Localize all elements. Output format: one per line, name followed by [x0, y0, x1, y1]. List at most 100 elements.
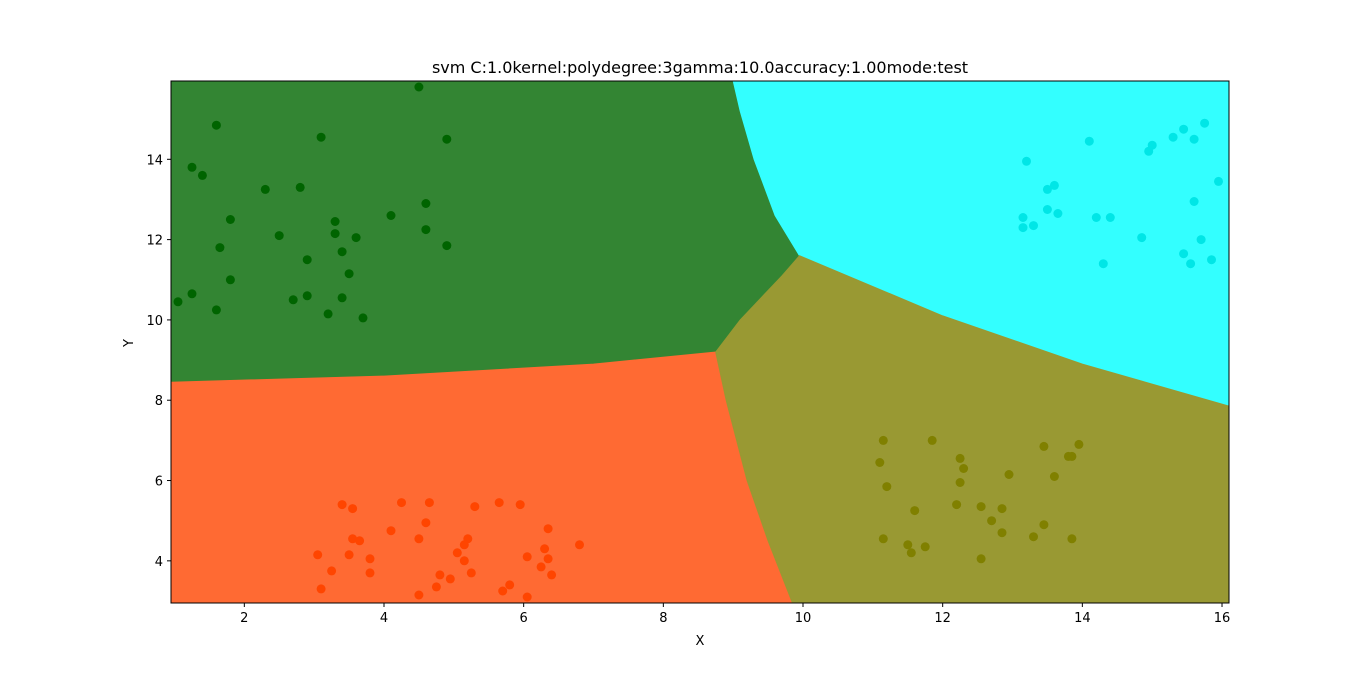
- data-point: [952, 500, 962, 510]
- y-tick-label: 4: [155, 555, 163, 570]
- data-point: [1091, 213, 1101, 222]
- data-point: [215, 243, 225, 253]
- data-point: [288, 295, 298, 305]
- data-point: [543, 554, 553, 564]
- data-point: [987, 516, 997, 526]
- data-point: [920, 542, 930, 552]
- data-point: [976, 502, 986, 512]
- data-point: [414, 534, 424, 544]
- data-point: [316, 584, 326, 594]
- data-point: [1189, 134, 1199, 144]
- plot-area: [170, 80, 1230, 604]
- data-point: [330, 229, 340, 239]
- data-point: [323, 309, 333, 319]
- data-point: [316, 132, 326, 142]
- data-point: [211, 120, 221, 130]
- data-point: [1189, 197, 1199, 206]
- data-point: [1179, 124, 1189, 134]
- x-tick-label: 12: [934, 611, 951, 626]
- data-point: [197, 170, 207, 180]
- series-2: [875, 435, 1084, 564]
- data-point: [875, 458, 885, 467]
- data-point: [386, 211, 396, 220]
- data-point: [274, 231, 284, 241]
- x-tick-label: 14: [1074, 611, 1091, 626]
- data-point: [452, 548, 462, 558]
- data-point: [295, 182, 305, 192]
- x-tick-label: 16: [1214, 611, 1231, 626]
- data-point: [1186, 259, 1196, 269]
- data-point: [498, 586, 508, 596]
- data-point: [330, 217, 340, 226]
- data-point: [1049, 180, 1059, 190]
- data-point: [515, 500, 525, 510]
- data-point: [1084, 136, 1094, 146]
- data-point: [976, 554, 986, 564]
- decision-regions: [171, 81, 1229, 603]
- data-point: [1137, 233, 1147, 243]
- y-axis-label: Y: [122, 339, 137, 348]
- data-point: [351, 233, 361, 243]
- data-point: [540, 544, 550, 554]
- x-tick-label: 2: [240, 611, 248, 626]
- data-point: [1098, 259, 1108, 269]
- data-point: [365, 554, 375, 564]
- data-point: [1029, 532, 1038, 542]
- data-point: [421, 199, 431, 208]
- y-axis: 4 6 8 10 12 14: [146, 153, 171, 570]
- data-point: [337, 247, 347, 257]
- data-point: [1039, 520, 1049, 530]
- x-axis-label: X: [696, 634, 705, 649]
- data-point: [358, 313, 368, 323]
- data-point: [459, 540, 469, 550]
- x-axis: 2 4 6 8 10 12 14 16: [240, 603, 1230, 626]
- chart-title: svm C:1.0kernel:polydegree:3gamma:10.0ac…: [432, 58, 968, 77]
- x-tick-label: 8: [659, 611, 667, 626]
- data-point: [494, 498, 504, 508]
- data-point: [348, 534, 358, 544]
- data-point: [348, 504, 358, 514]
- data-point: [365, 568, 375, 578]
- data-point: [424, 498, 434, 508]
- data-point: [466, 568, 476, 578]
- x-tick-label: 6: [520, 611, 528, 626]
- data-point: [522, 592, 532, 602]
- data-point: [442, 134, 452, 144]
- data-point: [421, 225, 431, 235]
- data-point: [470, 502, 480, 512]
- data-point: [414, 82, 424, 92]
- data-point: [1029, 221, 1038, 231]
- data-point: [431, 582, 441, 592]
- data-point: [927, 435, 937, 445]
- data-point: [536, 562, 546, 572]
- data-point: [302, 255, 312, 265]
- data-point: [1018, 213, 1028, 222]
- data-point: [997, 504, 1007, 514]
- orange-region: [171, 351, 794, 603]
- data-point: [1214, 176, 1223, 186]
- data-point: [337, 500, 347, 510]
- data-point: [997, 528, 1007, 538]
- data-point: [1049, 472, 1059, 481]
- data-point: [575, 540, 584, 550]
- data-point: [906, 548, 916, 558]
- data-point: [187, 162, 197, 172]
- data-point: [547, 570, 557, 580]
- data-point: [910, 506, 920, 516]
- data-point: [225, 275, 235, 285]
- data-point: [344, 269, 354, 279]
- data-point: [522, 552, 532, 562]
- data-point: [1074, 439, 1084, 449]
- data-point: [1144, 146, 1154, 156]
- data-point: [1200, 118, 1210, 128]
- y-tick-label: 6: [155, 475, 163, 490]
- data-point: [414, 590, 424, 600]
- data-point: [173, 297, 183, 307]
- y-tick-label: 10: [146, 314, 163, 329]
- data-point: [344, 550, 354, 560]
- series-1: [1018, 118, 1223, 269]
- data-point: [355, 536, 365, 546]
- data-point: [882, 482, 892, 492]
- data-point: [1053, 209, 1063, 218]
